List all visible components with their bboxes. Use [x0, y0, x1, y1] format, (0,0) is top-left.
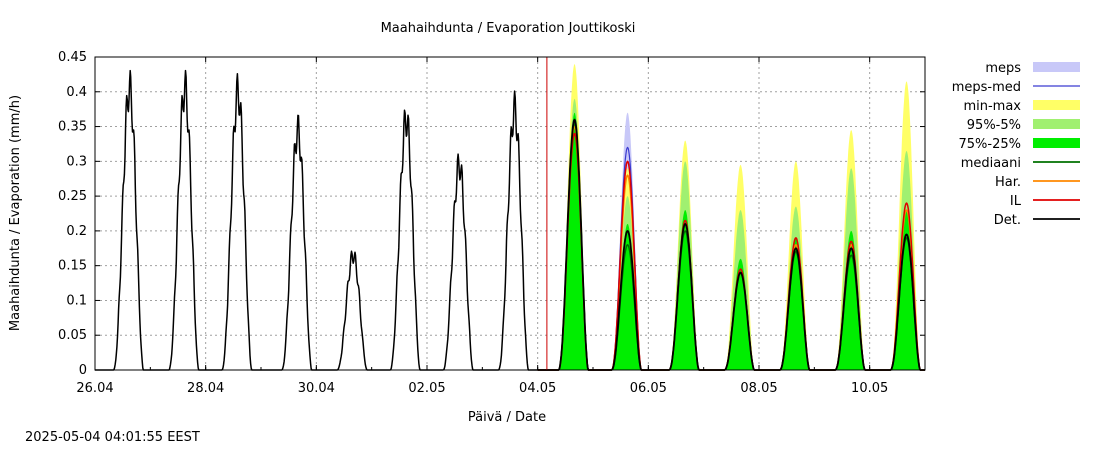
axes — [94, 56, 926, 371]
x-tick-label: 02.05 — [408, 381, 445, 396]
y-tick-label: 0.1 — [66, 293, 87, 308]
x-tick-label: 04.05 — [519, 381, 556, 396]
y-tick-label: 0.05 — [58, 328, 87, 343]
y-tick-label: 0.4 — [66, 85, 87, 100]
x-tick-label: 08.05 — [740, 381, 777, 396]
x-tick-label: 06.05 — [630, 381, 667, 396]
y-tick-label: 0.15 — [58, 259, 87, 274]
y-axis-label: Maahaihdunta / Evaporation (mm/h) — [8, 95, 23, 331]
timestamp: 2025-05-04 04:01:55 EEST — [25, 430, 200, 445]
legend: meps meps-med min-max 95%-5% 75%-25% mediaani… — [952, 61, 1080, 228]
y-tick-label: 0.2 — [66, 224, 87, 239]
det-line — [537, 118, 926, 371]
p75-p25-band — [557, 112, 590, 370]
y-tick-label: 0.3 — [66, 154, 87, 169]
legend-label: Det. — [994, 213, 1021, 228]
legend-label: Har. — [995, 175, 1021, 190]
x-tick-label: 26.04 — [76, 381, 113, 396]
x-tick-label: 28.04 — [187, 381, 224, 396]
legend-label: IL — [1010, 194, 1022, 209]
x-tick-label: 30.04 — [298, 381, 335, 396]
p75-p25-band — [778, 237, 811, 370]
legend-swatch — [1033, 138, 1080, 148]
chart-title: Maahaihdunta / Evaporation Jouttikoski — [381, 21, 636, 36]
y-tick-label: 0.25 — [58, 189, 87, 204]
forecast-bands — [557, 64, 922, 371]
legend-label: 75%-25% — [959, 137, 1021, 152]
tick-labels: 0 0.05 0.1 0.15 0.2 0.25 0.3 0.35 0.4 0.45 26.04 28… — [58, 50, 888, 396]
y-tick-label: 0 — [79, 363, 87, 378]
legend-swatch — [1033, 62, 1080, 72]
legend-swatch — [1033, 119, 1080, 129]
legend-label: 95%-5% — [967, 118, 1021, 133]
legend-label: meps-med — [952, 80, 1021, 95]
legend-label: meps — [985, 61, 1021, 76]
legend-swatch — [1033, 100, 1080, 110]
legend-label: mediaani — [961, 156, 1021, 171]
legend-label: min-max — [963, 99, 1021, 114]
y-tick-label: 0.35 — [58, 120, 87, 135]
plot-frame — [94, 56, 926, 371]
y-tick-label: 0.45 — [58, 50, 87, 65]
observed-line — [94, 69, 538, 371]
x-axis-label: Päivä / Date — [468, 410, 546, 425]
x-tick-label: 10.05 — [851, 381, 888, 396]
